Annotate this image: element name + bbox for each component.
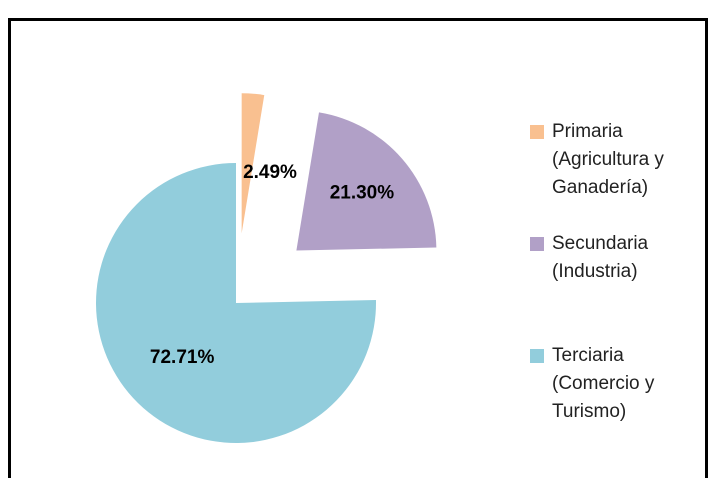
pie-slice <box>241 93 265 234</box>
legend-item: Primaria (Agricultura y Ganadería) <box>530 118 680 202</box>
data-label: 21.30% <box>330 183 395 204</box>
chart-frame <box>8 18 708 478</box>
data-label: 72.71% <box>150 347 215 368</box>
legend-label: Terciaria (Comercio y Turismo) <box>552 345 655 422</box>
pie-slice <box>96 163 377 444</box>
legend-swatch <box>530 125 544 139</box>
pie-slice <box>296 112 437 251</box>
legend-label: Secundaria (Industria) <box>552 233 649 282</box>
legend-swatch <box>530 349 544 363</box>
legend-item: Terciaria (Comercio y Turismo) <box>530 342 680 426</box>
legend-swatch <box>530 237 544 251</box>
legend-item: Secundaria (Industria) <box>530 230 680 286</box>
legend-label: Primaria (Agricultura y Ganadería) <box>552 121 664 198</box>
data-label: 2.49% <box>243 162 297 183</box>
